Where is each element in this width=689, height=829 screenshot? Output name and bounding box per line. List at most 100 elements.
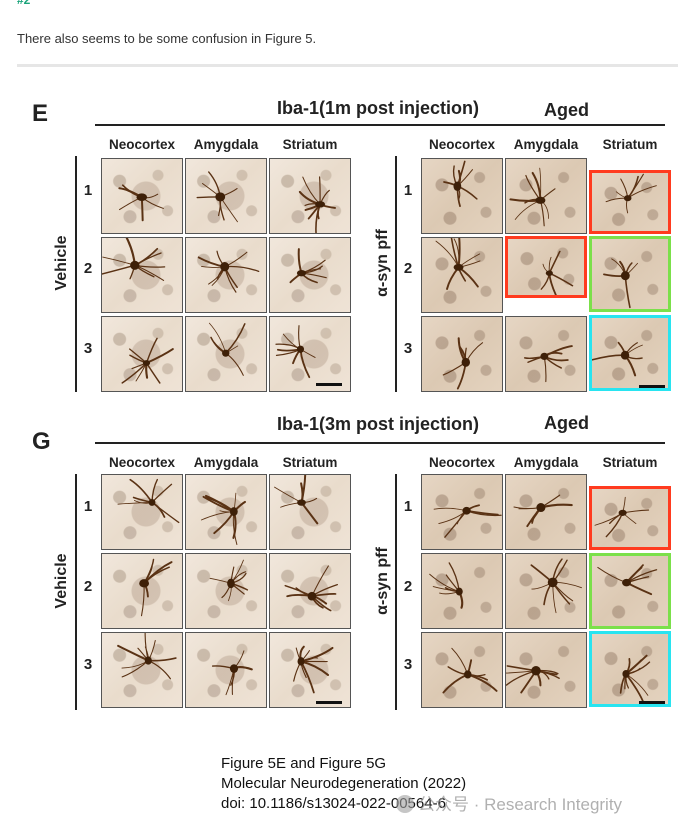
microglia-cell-drawing xyxy=(442,337,484,390)
micrograph-tile-highlighted-red xyxy=(589,170,671,234)
cell-body xyxy=(229,507,238,516)
group-rule xyxy=(395,474,397,710)
cell-process xyxy=(224,265,260,273)
row-number: 3 xyxy=(403,656,413,673)
cell-process xyxy=(548,250,561,274)
cell-process xyxy=(147,659,171,680)
micrograph-tile-highlighted-cyan xyxy=(589,315,671,391)
column-label: Amygdala xyxy=(513,455,579,470)
micrograph-tile xyxy=(101,237,183,313)
row-number: 2 xyxy=(403,260,413,277)
cell-body xyxy=(453,263,464,271)
cell-body xyxy=(139,579,150,588)
cell-process xyxy=(448,562,460,593)
section-divider xyxy=(17,64,678,67)
cell-process xyxy=(605,512,624,538)
microglia-cell-drawing xyxy=(274,475,319,525)
cell-body xyxy=(296,345,305,353)
cell-body xyxy=(547,577,558,588)
figure-caption: Figure 5E and Figure 5G Molecular Neurod… xyxy=(221,754,466,814)
microglia-cell-drawing xyxy=(208,322,246,376)
aged-label: Aged xyxy=(544,100,589,120)
scale-bar xyxy=(639,701,665,704)
microglia-cell-drawing xyxy=(284,565,338,612)
cell-body xyxy=(215,192,226,202)
wechat-icon xyxy=(396,795,414,813)
cell-process xyxy=(145,362,161,384)
micrograph-tile xyxy=(185,158,267,234)
column-label: Striatum xyxy=(602,455,658,470)
microglia-cell-drawing xyxy=(209,559,249,602)
micrograph-tile xyxy=(269,316,351,392)
panel-title: Iba-1(1m post injection) xyxy=(277,98,480,118)
micrograph-tile xyxy=(269,632,351,708)
micrograph-tile xyxy=(269,553,351,629)
panel-letter: G xyxy=(32,428,51,455)
cell-body xyxy=(540,352,549,361)
caption-line: doi: 10.1186/s13024-022-00564-6 xyxy=(221,795,446,812)
micrograph-tile xyxy=(269,237,351,313)
cell-process xyxy=(442,673,469,694)
cell-body xyxy=(623,195,632,202)
micrograph-tile xyxy=(101,474,183,550)
column-label: Striatum xyxy=(282,137,338,152)
column-label: Amygdala xyxy=(193,137,259,152)
cell-body xyxy=(142,360,151,366)
cell-process xyxy=(450,238,460,269)
row-number: 2 xyxy=(403,578,413,595)
microglia-cell-drawing xyxy=(523,345,573,383)
panel-rule xyxy=(95,442,665,444)
cell-process xyxy=(140,582,145,617)
cell-process xyxy=(300,646,334,663)
cell-process xyxy=(297,248,303,275)
watermark: 公众号 · Research Integrity xyxy=(396,790,622,815)
cell-body xyxy=(130,260,140,270)
microglia-cell-drawing xyxy=(118,184,164,222)
micrograph-tile xyxy=(505,474,587,550)
micrograph-tile xyxy=(505,316,587,392)
micrograph-tile xyxy=(421,158,503,234)
microglia-cell-drawing xyxy=(293,645,334,694)
cell-process xyxy=(121,362,148,384)
cell-process xyxy=(592,354,626,361)
cell-process xyxy=(624,274,631,309)
microglia-cell-drawing xyxy=(433,504,502,538)
microglia-cell-drawing xyxy=(429,562,464,609)
cell-process xyxy=(446,266,460,290)
microglia-cell-drawing xyxy=(200,492,246,545)
microglia-cell-drawing xyxy=(540,250,574,295)
microglia-cell-drawing xyxy=(197,250,260,293)
micrograph-tile xyxy=(185,237,267,313)
cell-body xyxy=(464,670,472,679)
cell-process xyxy=(102,264,136,275)
cell-body xyxy=(297,657,305,666)
panel-title: Iba-1(3m post injection) xyxy=(277,414,480,434)
row-number: 1 xyxy=(83,498,93,515)
cell-body xyxy=(620,350,630,360)
caption-line: Figure 5E and Figure 5G xyxy=(221,755,387,772)
cell-process xyxy=(117,644,150,662)
micrograph-tile xyxy=(269,474,351,550)
group-rule xyxy=(75,474,77,710)
panel-letter: E xyxy=(32,100,49,127)
microglia-cell-drawing xyxy=(289,248,327,284)
post-number: #2 xyxy=(17,0,31,7)
micrograph-tile-highlighted-red xyxy=(589,486,671,550)
cell-body xyxy=(545,270,553,276)
scale-bar xyxy=(316,383,342,386)
cell-process xyxy=(543,355,547,383)
figure-image: E Iba-1(1m post injection) Aged Neocorte… xyxy=(25,88,675,748)
group-rule xyxy=(75,156,77,392)
column-label: Neocortex xyxy=(108,137,176,152)
cell-body xyxy=(618,509,627,516)
cell-body xyxy=(220,262,230,272)
row-number: 3 xyxy=(403,340,413,357)
cell-body xyxy=(136,193,148,201)
cell-process xyxy=(225,352,244,376)
cell-body xyxy=(620,271,630,281)
post-intro-text: There also seems to be some confusion in… xyxy=(17,31,317,46)
micrograph-tile xyxy=(185,632,267,708)
row-number: 2 xyxy=(83,260,93,277)
micrograph-tile xyxy=(505,553,587,629)
group-rule xyxy=(395,156,397,392)
